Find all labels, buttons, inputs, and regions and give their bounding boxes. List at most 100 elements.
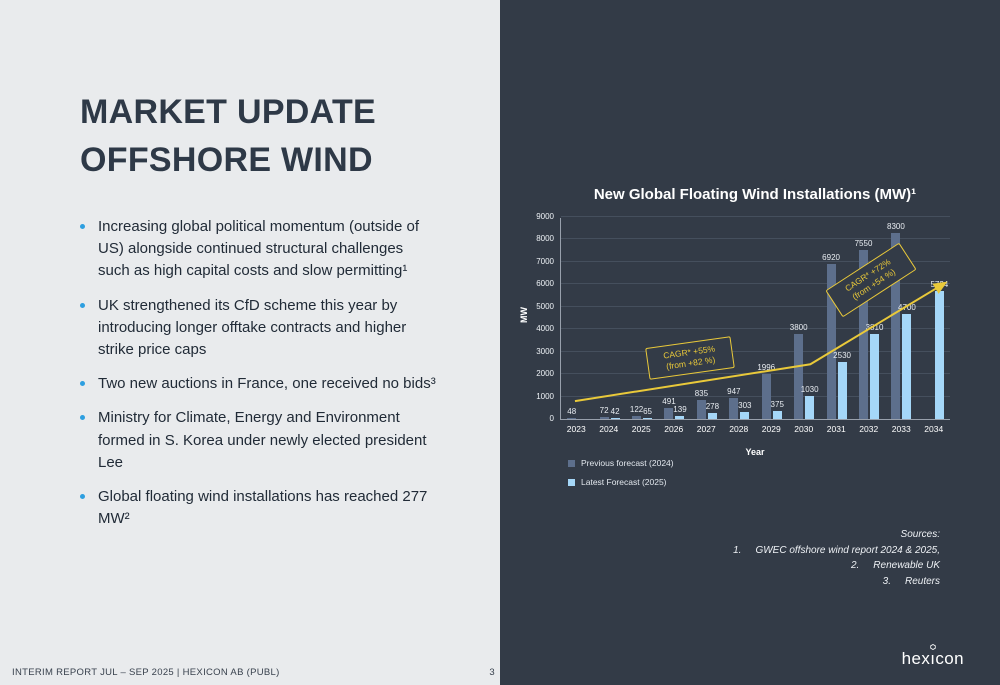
bar-value-label: 8300	[887, 221, 905, 231]
bar-value-label: 5724	[930, 279, 949, 289]
bar-slot: 1030	[801, 218, 819, 419]
source-item: 1. GWEC offshore wind report 2024 & 2025,	[733, 543, 940, 559]
bar-value-label: 2530	[833, 351, 851, 361]
bar-slot: 835	[694, 218, 709, 419]
y-axis-tick: 8000	[536, 234, 554, 244]
bar-value-label: 42	[610, 407, 620, 417]
bar-slot: 278	[706, 218, 719, 419]
plot-area: CAGR* +55% (from +82 %) CAGR* +72% (from…	[536, 212, 950, 423]
bar	[794, 333, 804, 419]
bullet-text: Ministry for Climate, Energy and Environ…	[98, 409, 427, 471]
x-axis-tick: 2034	[924, 424, 944, 434]
bar-group: 72 42	[593, 218, 625, 419]
bar-value-label: 835	[694, 389, 709, 399]
chart-legend: Previous forecast (2024) Latest Forecast …	[568, 458, 674, 487]
bar-slot	[578, 218, 587, 419]
bar-slot: 48	[567, 218, 577, 419]
legend-item: Previous forecast (2024)	[568, 458, 674, 468]
title-line-1: MARKET UPDATE	[80, 93, 377, 131]
hexagon-icon	[930, 644, 936, 650]
right-panel: New Global Floating Wind Installations (…	[500, 0, 1000, 685]
x-axis-tick: 2023	[566, 424, 586, 434]
bullet-text: Two new auctions in France, one received…	[98, 375, 436, 393]
slide-title: MARKET UPDATE OFFSHORE WIND	[80, 88, 376, 185]
left-panel: MARKET UPDATE OFFSHORE WIND Increasing g…	[0, 0, 500, 685]
footer-report-label: INTERIM REPORT JUL – SEP 2025 | HEXICON …	[12, 666, 280, 678]
x-axis-tick: 2025	[631, 424, 651, 434]
bar	[761, 374, 771, 419]
bar	[632, 416, 642, 419]
bar-group: 122 65	[626, 218, 658, 419]
bar	[675, 415, 685, 419]
x-axis-title: Year	[745, 447, 765, 457]
source-text: Reuters	[904, 575, 940, 587]
bar-slot: 491	[662, 218, 676, 419]
y-axis-tick: 4000	[536, 324, 554, 334]
x-axis-tick: 2030	[794, 424, 814, 434]
bar	[664, 407, 674, 419]
footer: INTERIM REPORT JUL – SEP 2025 | HEXICON …	[0, 659, 500, 685]
sources: Sources: 1. GWEC offshore wind report 202…	[733, 527, 940, 589]
source-number: 1.	[733, 544, 742, 556]
gridline	[561, 216, 950, 217]
y-axis-tick: 3000	[536, 346, 554, 356]
legend-swatch	[568, 478, 575, 486]
x-axis-tick: 2024	[599, 424, 619, 434]
bar-value-label: 139	[673, 404, 687, 414]
bullet-dot	[80, 224, 85, 229]
bar-value-label: 122	[629, 405, 644, 415]
bar	[837, 362, 847, 419]
bar-slot: 1996	[757, 218, 775, 419]
bar	[599, 417, 609, 419]
source-text: GWEC offshore wind report 2024 & 2025,	[755, 544, 940, 556]
bar	[772, 410, 782, 419]
bar-slot: 4700	[898, 218, 916, 419]
bar-slot: 42	[610, 218, 620, 419]
bar-slot: 139	[673, 218, 687, 419]
x-axis-tick: 2032	[859, 424, 879, 434]
x-axis-tick: 2026	[664, 424, 684, 434]
bar-group: 7550 3810	[853, 218, 885, 419]
bar-group: 5724	[918, 218, 950, 419]
legend-label: Latest Forecast (2025)	[581, 477, 667, 487]
bullet-dot	[80, 302, 85, 308]
bullet-dot	[80, 381, 85, 387]
bar	[934, 290, 944, 419]
legend-swatch	[568, 459, 575, 467]
y-axis-tick: 2000	[536, 369, 554, 379]
y-axis-tick: 1000	[536, 391, 554, 401]
bar-value-label: 65	[643, 406, 652, 416]
sources-label: Sources:	[900, 529, 940, 540]
source-item: 2. Renewable UK	[733, 558, 940, 574]
bar-value-label: 7550	[854, 238, 873, 248]
bar	[805, 395, 815, 419]
sources-list: 1. GWEC offshore wind report 2024 & 2025,…	[733, 543, 940, 590]
source-item: 3. Reuters	[733, 574, 940, 590]
bullet-item: UK strengthened its CfD scheme this year…	[80, 295, 436, 362]
y-axis-tick: 9000	[536, 212, 554, 221]
bar-value-label: 375	[770, 399, 784, 409]
gridline	[561, 260, 950, 262]
y-axis-tick: 6000	[536, 279, 554, 289]
page-number: 3	[489, 666, 495, 678]
bar	[729, 397, 739, 419]
logo-i-stem: ı	[930, 644, 936, 669]
bar-group: 6920 2530	[820, 218, 852, 419]
bar	[567, 417, 577, 419]
bar	[696, 400, 706, 419]
bar-group: 491 139	[658, 218, 690, 419]
bar	[740, 412, 750, 419]
bar-slot: 3810	[866, 218, 883, 419]
source-number: 2.	[850, 560, 860, 571]
gridline	[561, 238, 950, 240]
bar-group: 835 278	[691, 218, 723, 419]
bar	[610, 418, 620, 419]
bar-slot: 6920	[822, 218, 840, 419]
bar-slot: 5724	[930, 218, 948, 419]
bar-slot: 947	[727, 218, 740, 419]
bullet-dot	[80, 493, 85, 499]
y-axis-title: MW	[519, 307, 529, 323]
x-axis-tick: 2033	[891, 424, 911, 434]
bullet-item: Global floating wind installations has r…	[80, 486, 436, 530]
